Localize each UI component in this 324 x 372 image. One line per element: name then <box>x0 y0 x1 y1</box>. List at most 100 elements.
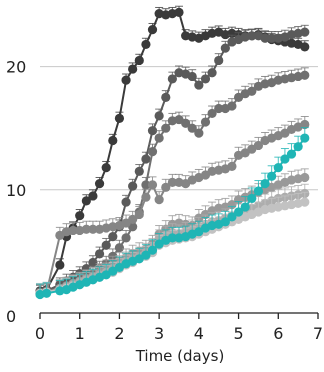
x-tick-label: 5 <box>233 324 243 343</box>
data-point <box>260 33 270 43</box>
data-point <box>253 186 264 196</box>
data-point <box>267 171 277 181</box>
data-point <box>200 74 211 84</box>
data-point <box>207 108 217 119</box>
data-point <box>194 80 204 90</box>
data-point <box>88 191 98 201</box>
data-point <box>154 195 164 205</box>
series-line <box>39 31 305 294</box>
data-point <box>141 180 151 190</box>
data-point <box>134 209 144 220</box>
data-point <box>300 133 310 143</box>
data-point <box>141 39 151 50</box>
data-point <box>247 193 257 204</box>
series-1 <box>35 24 310 297</box>
data-point <box>300 119 310 130</box>
data-point <box>154 133 164 143</box>
data-point <box>220 43 230 53</box>
data-point <box>233 207 244 217</box>
data-point <box>154 111 164 121</box>
data-point <box>121 75 131 85</box>
y-tick-label: 20 <box>6 58 26 77</box>
data-point <box>267 33 277 43</box>
tick-labels: 0 1 2 3 4 5 6 7 0 10 20 <box>6 58 323 343</box>
x-tick-label: 6 <box>273 324 283 343</box>
data-point <box>300 27 310 37</box>
data-point <box>141 250 151 260</box>
data-point <box>141 192 151 202</box>
data-point <box>161 182 171 192</box>
data-point <box>75 211 85 221</box>
data-point <box>300 197 310 207</box>
data-point <box>121 233 131 243</box>
data-point <box>68 225 78 236</box>
data-point <box>280 154 290 164</box>
data-point <box>300 42 310 52</box>
data-point <box>273 163 283 173</box>
data-point <box>147 25 158 35</box>
data-point <box>128 181 138 191</box>
data-point <box>88 224 98 234</box>
x-tick-label: 4 <box>194 324 204 343</box>
data-point <box>114 113 125 123</box>
data-point <box>108 232 118 242</box>
data-point <box>94 179 105 189</box>
data-point <box>108 135 118 146</box>
data-point <box>220 217 230 227</box>
data-point <box>227 212 237 222</box>
data-point <box>181 118 191 128</box>
data-point <box>121 197 131 207</box>
data-point <box>147 180 158 190</box>
data-point <box>167 74 177 84</box>
data-point <box>101 163 111 173</box>
data-point <box>161 92 171 102</box>
data-point <box>101 240 111 250</box>
data-point <box>94 249 105 259</box>
x-tick-label: 7 <box>313 324 323 343</box>
data-point <box>300 172 310 183</box>
series-7 <box>35 127 310 300</box>
data-point <box>247 31 257 41</box>
data-point <box>227 101 237 111</box>
data-point <box>147 245 158 255</box>
data-point <box>247 86 257 96</box>
data-point <box>260 179 270 189</box>
data-point <box>214 55 224 66</box>
data-point <box>286 149 297 159</box>
data-point <box>141 154 151 164</box>
x-tick-label: 3 <box>154 324 164 343</box>
series-line <box>39 11 306 292</box>
x-tick-label: 2 <box>114 324 124 343</box>
data-point <box>214 103 224 114</box>
data-point <box>134 55 144 66</box>
data-point <box>240 202 250 212</box>
data-point <box>55 260 65 270</box>
data-point <box>227 161 237 171</box>
data-point <box>300 70 310 80</box>
data-point <box>200 117 211 127</box>
data-point <box>81 224 91 234</box>
data-point <box>167 177 177 188</box>
data-point <box>187 71 197 82</box>
data-point <box>147 126 158 136</box>
axes <box>39 312 319 319</box>
x-axis-title: Time (days) <box>135 347 225 365</box>
data-point <box>114 243 125 253</box>
data-point <box>134 166 144 176</box>
data-series <box>35 5 310 300</box>
data-point <box>174 7 184 17</box>
data-point <box>128 64 138 74</box>
data-point <box>88 257 98 268</box>
x-tick-label: 1 <box>75 324 85 343</box>
data-point <box>187 123 197 133</box>
data-point <box>81 196 91 206</box>
y-tick-label: 0 <box>6 307 16 326</box>
y-tick-label: 10 <box>6 181 26 200</box>
data-point <box>161 123 171 133</box>
data-point <box>147 147 158 157</box>
data-point <box>42 288 52 298</box>
data-point <box>167 233 177 243</box>
data-point <box>293 142 303 152</box>
series-0 <box>35 5 310 296</box>
